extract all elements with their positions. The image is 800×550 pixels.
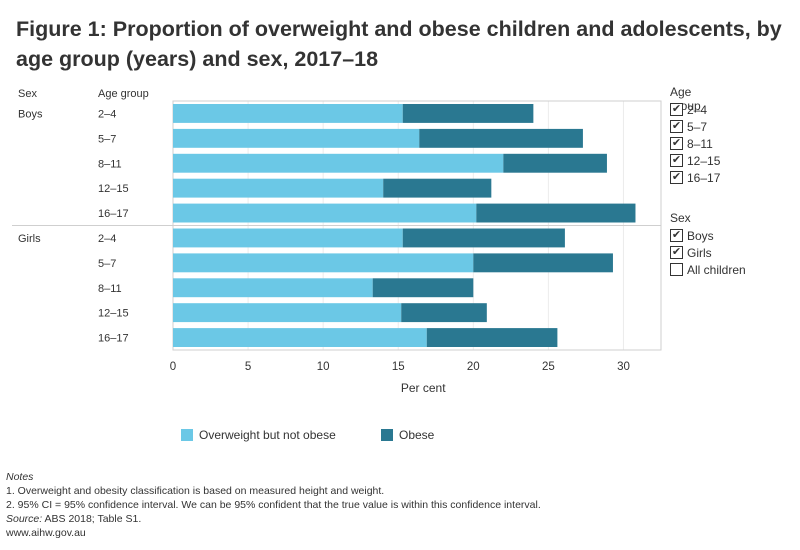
bar-overweight xyxy=(173,253,474,273)
legend-swatch-overweight xyxy=(181,429,193,441)
sex-filter-option-boys[interactable]: ✔ Boys xyxy=(670,228,714,243)
bar-obese xyxy=(419,128,583,148)
bar-overweight xyxy=(173,178,384,198)
bar-overweight xyxy=(173,278,373,298)
age-label: 2–4 xyxy=(98,108,116,120)
age-filter-option-12-15[interactable]: ✔ 12–15 xyxy=(670,153,721,168)
source-url[interactable]: www.aihw.gov.au xyxy=(6,527,86,539)
checkbox-icon[interactable]: ✔ xyxy=(670,103,683,116)
checkbox-icon[interactable]: ✔ xyxy=(670,154,683,167)
sex-label: Boys xyxy=(18,108,43,120)
notes-heading: Notes xyxy=(6,471,34,483)
bar-obese xyxy=(401,303,487,323)
bar-obese xyxy=(476,203,636,223)
bar-obese xyxy=(402,228,565,248)
age-label: 2–4 xyxy=(98,233,116,245)
note-line-2: 2. 95% CI = 95% confidence interval. We … xyxy=(6,499,541,511)
bar-obese xyxy=(426,328,558,347)
checkbox-icon[interactable] xyxy=(670,263,683,276)
bar-overweight xyxy=(173,104,403,123)
age-label: 16–17 xyxy=(98,333,129,345)
note-line-1: 1. Overweight and obesity classification… xyxy=(6,485,385,497)
age-label: 5–7 xyxy=(98,133,116,145)
age-filter-option-8-11[interactable]: ✔ 8–11 xyxy=(670,136,713,151)
x-tick-label: 5 xyxy=(245,361,251,373)
bar-obese xyxy=(503,153,607,173)
x-tick-label: 20 xyxy=(467,361,480,373)
bar-obese xyxy=(402,104,534,123)
age-filter-option-2-4[interactable]: ✔ 2–4 xyxy=(670,102,708,117)
age-label: 12–15 xyxy=(98,183,129,195)
bar-obese xyxy=(473,253,613,273)
legend-swatch-obese xyxy=(381,429,393,441)
bar-overweight xyxy=(173,228,403,248)
checkbox-icon[interactable]: ✔ xyxy=(670,171,683,184)
bar-obese xyxy=(372,278,474,298)
x-axis-label: Per cent xyxy=(401,381,446,395)
sex-filter-option-all-children[interactable]: All children xyxy=(670,261,746,278)
age-label: 8–11 xyxy=(98,283,122,295)
age-label: 16–17 xyxy=(98,208,129,220)
bar-obese xyxy=(383,178,492,198)
bar-overweight xyxy=(173,328,427,347)
chart-title: Figure 1: Proportion of overweight and o… xyxy=(16,17,782,71)
source-line: Source: ABS 2018; Table S1. xyxy=(6,513,142,525)
sex-filter-option-girls[interactable]: ✔ Girls xyxy=(670,245,712,260)
age-filter-option-16-17[interactable]: ✔ 16–17 xyxy=(670,170,721,185)
checkbox-icon[interactable]: ✔ xyxy=(670,137,683,150)
age-column-header: Age group xyxy=(98,88,149,100)
legend-item-overweight[interactable]: Overweight but not obese xyxy=(181,428,336,442)
x-tick-label: 30 xyxy=(617,361,630,373)
checkbox-icon[interactable]: ✔ xyxy=(670,229,683,242)
age-label: 5–7 xyxy=(98,258,116,270)
x-tick-label: 10 xyxy=(317,361,330,373)
bar-overweight xyxy=(173,303,402,323)
bar-overweight xyxy=(173,203,477,223)
notes: Notes 1. Overweight and obesity classifi… xyxy=(6,470,541,540)
sex-column-header: Sex xyxy=(18,88,37,100)
x-tick-label: 0 xyxy=(170,361,176,373)
legend-item-obese[interactable]: Obese xyxy=(381,428,434,442)
sex-filter-title: Sex xyxy=(670,211,691,225)
x-tick-label: 15 xyxy=(392,361,405,373)
age-label: 12–15 xyxy=(98,308,129,320)
bar-overweight xyxy=(173,153,504,173)
age-filter-option-5-7[interactable]: ✔ 5–7 xyxy=(670,119,708,134)
sex-label: Girls xyxy=(18,233,41,245)
age-label: 8–11 xyxy=(98,158,122,170)
age-group-filter-title: Age group xyxy=(670,85,701,113)
bar-overweight xyxy=(173,128,420,148)
checkbox-icon[interactable]: ✔ xyxy=(670,246,683,259)
x-tick-label: 25 xyxy=(542,361,555,373)
checkbox-icon[interactable]: ✔ xyxy=(670,120,683,133)
